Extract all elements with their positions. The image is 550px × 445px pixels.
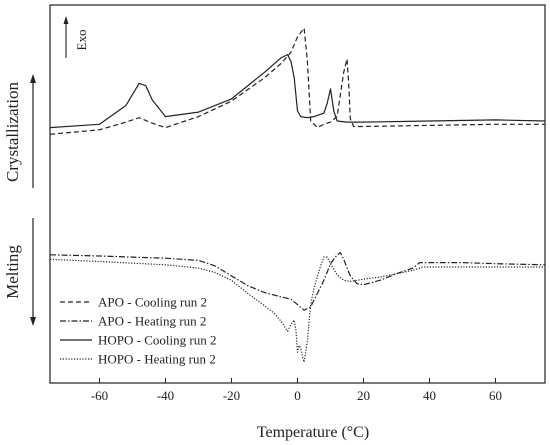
melting-indicator: Melting: [3, 218, 36, 326]
series-line-hopo-cooling-run-2: [49, 54, 546, 129]
x-tick-label: 20: [357, 388, 370, 403]
series-line-apo-heating-run-2: [49, 252, 546, 311]
series-line-apo-cooling-run-2: [49, 27, 545, 135]
exo-label: Exo: [74, 30, 89, 51]
exo-arrowhead: [63, 16, 69, 24]
crystallization-label: Crystallization: [3, 81, 22, 182]
legend: APO - Cooling run 2 APO - Heating run 2 HO…: [60, 295, 216, 367]
x-tick-label: -40: [157, 388, 174, 403]
x-tick-label: -20: [223, 388, 240, 403]
x-axis-ticks: -60 -40 -20 0 20 40 60: [91, 378, 502, 403]
series-layer: [49, 27, 546, 363]
melting-arrowhead: [30, 317, 36, 326]
x-tick-label: 60: [489, 388, 502, 403]
legend-entry-label: HOPO - Heating run 2: [98, 352, 216, 367]
x-tick-label: 0: [294, 388, 301, 403]
x-tick-label: 40: [423, 388, 436, 403]
x-tick-label: -60: [91, 388, 108, 403]
legend-entry-label: APO - Cooling run 2: [98, 295, 207, 310]
crystallization-indicator: Crystallization: [3, 74, 36, 188]
series-line-hopo-heating-run-2: [49, 256, 545, 363]
crystallization-arrowhead: [30, 74, 36, 83]
x-axis-title: Temperature (°C): [257, 424, 369, 441]
legend-entry-label: APO - Heating run 2: [98, 314, 206, 329]
exo-indicator: Exo: [63, 16, 89, 58]
legend-entry-label: HOPO - Cooling run 2: [98, 333, 216, 348]
melting-label: Melting: [3, 245, 22, 299]
